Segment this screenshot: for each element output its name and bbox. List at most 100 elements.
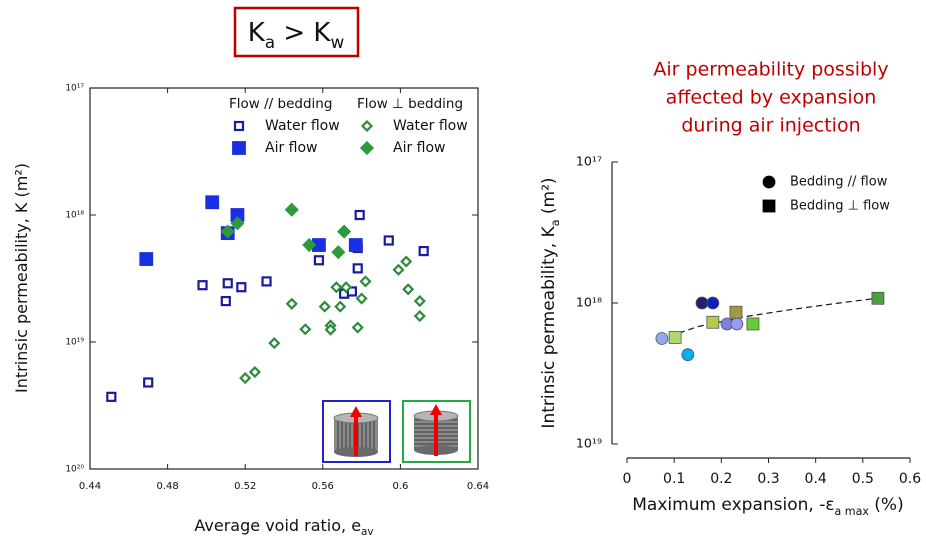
chart-title-part: w <box>330 32 344 52</box>
legend-label: Bedding ⊥ flow <box>790 199 890 214</box>
y-tick-label: 10¹⁷ <box>576 154 602 169</box>
point <box>352 263 363 274</box>
x-axis-label: Average void ratio, eav <box>194 516 373 539</box>
plot-frame <box>89 87 479 470</box>
point <box>351 321 364 334</box>
point <box>284 202 299 217</box>
point <box>205 195 220 210</box>
x-tick-label: 0.2 <box>710 471 732 487</box>
legend-label: Bedding // flow <box>790 175 888 190</box>
legend-marker <box>762 199 776 213</box>
point <box>236 282 247 293</box>
annotation: affected by expansion <box>666 87 877 109</box>
point <box>413 310 426 323</box>
point <box>695 296 709 310</box>
y-tick-label: 10¹⁹ <box>65 338 84 348</box>
point <box>392 263 405 276</box>
x-tick-label: 0.56 <box>312 481 334 492</box>
point <box>729 305 743 319</box>
point <box>730 317 744 331</box>
point <box>402 283 415 296</box>
y-axis-label: Intrinsic permeability, K (m²) <box>12 163 31 393</box>
point <box>268 337 281 350</box>
annotation: Air permeability possibly <box>653 59 888 81</box>
chart-title-part: a <box>265 32 275 52</box>
point <box>354 209 365 221</box>
legend-title: Flow ⊥ bedding <box>357 96 463 112</box>
legend-marker <box>762 175 776 189</box>
point <box>299 323 312 336</box>
legend-marker <box>233 120 245 132</box>
x-tick-label: 0.3 <box>757 471 779 487</box>
point <box>746 317 760 331</box>
legend-label: Water flow <box>393 118 468 134</box>
point <box>400 255 413 268</box>
legend-label: Air flow <box>393 140 446 156</box>
point <box>668 331 682 344</box>
y-axis-label-part: Intrinsic permeability, K <box>539 225 559 428</box>
y-axis-label-part: (m²) <box>539 177 559 219</box>
y-axis-label: Intrinsic permeability, Ka (m²) <box>539 177 562 428</box>
point <box>355 292 368 305</box>
point <box>222 278 233 289</box>
point <box>334 300 347 313</box>
point <box>220 295 231 307</box>
y-tick-label: 10²⁰ <box>65 465 84 475</box>
point <box>220 224 235 239</box>
x-tick-label: 0.4 <box>805 471 827 487</box>
point <box>413 295 426 308</box>
chart-title: Ka > Kw <box>248 18 345 53</box>
point <box>239 372 252 385</box>
legend-label: Water flow <box>265 118 340 134</box>
legend-marker <box>232 141 246 155</box>
point <box>348 238 363 252</box>
y-tick-label: 10¹⁸ <box>576 295 602 310</box>
legend-marker <box>360 119 374 133</box>
x-tick-label: 0 <box>623 471 632 487</box>
point <box>106 391 117 402</box>
x-tick-label: 0.5 <box>852 471 874 487</box>
trend-line <box>659 297 878 341</box>
annotation: during air injection <box>681 115 860 137</box>
y-tick-label: 10¹⁸ <box>65 211 84 221</box>
point <box>230 216 245 231</box>
x-axis-label-part: av <box>361 526 374 538</box>
y-tick-label: 10¹⁷ <box>65 84 84 94</box>
legend-label: Air flow <box>265 140 318 156</box>
point <box>302 237 317 253</box>
point <box>285 297 298 310</box>
x-axis-label-part: a max <box>835 505 870 518</box>
point <box>324 323 337 336</box>
x-axis-label-part: Average void ratio, e <box>194 516 361 535</box>
point <box>383 235 394 246</box>
point <box>139 252 154 266</box>
point <box>197 280 208 291</box>
point <box>346 286 357 297</box>
x-axis-label: Maximum expansion, -εa max (%) <box>632 495 903 518</box>
point <box>261 276 272 287</box>
point <box>248 365 261 379</box>
x-tick-label: 0.6 <box>899 471 921 487</box>
point <box>655 332 669 345</box>
title-box <box>233 6 360 58</box>
y-axis-label-part: a <box>549 219 562 226</box>
x-tick-label: 0.44 <box>79 481 101 492</box>
x-tick-label: 0.1 <box>663 471 685 487</box>
point <box>418 245 429 257</box>
point <box>706 296 720 310</box>
point <box>340 281 353 294</box>
point <box>337 224 352 239</box>
x-tick-label: 0.6 <box>392 481 408 492</box>
point <box>681 348 695 362</box>
point <box>331 245 346 260</box>
point <box>318 300 331 313</box>
y-tick-label: 10¹⁹ <box>576 436 602 451</box>
point <box>313 255 325 266</box>
point <box>330 281 343 294</box>
point <box>706 315 720 329</box>
y-axis-label-part: Intrinsic permeability, K (m²) <box>12 163 31 393</box>
chart-title-part: > K <box>275 18 331 48</box>
x-tick-label: 0.52 <box>234 481 256 492</box>
icon-perpendicular <box>402 400 471 463</box>
